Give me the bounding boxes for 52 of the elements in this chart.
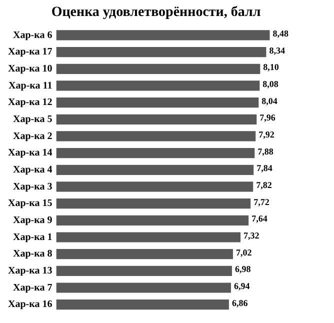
y-tick-label: Хар-ка 2	[12, 130, 52, 142]
y-tick-label: Хар-ка 14	[8, 148, 52, 159]
bar	[56, 30, 270, 40]
bar	[56, 98, 259, 108]
data-label: 7,64	[252, 214, 268, 224]
chart-title: Оценка удовлетворённости, балл	[51, 5, 261, 20]
data-label: 6,94	[234, 281, 250, 292]
bar	[56, 114, 257, 124]
bar	[56, 300, 229, 310]
data-label: 7,92	[258, 130, 275, 140]
bar	[56, 232, 241, 242]
data-label: 8,08	[262, 79, 279, 90]
y-tick-label: Хар-ка 12	[8, 97, 52, 108]
bar	[56, 80, 260, 91]
bar	[56, 215, 249, 226]
data-label: 7,84	[256, 163, 273, 174]
bar	[56, 131, 256, 142]
y-tick-label: Хар-ка 17	[8, 46, 52, 58]
bar	[56, 164, 254, 175]
data-label: 6,86	[232, 298, 248, 308]
data-label: 7,82	[256, 180, 272, 190]
y-tick-label: Хар-ка 16	[8, 299, 52, 310]
y-tick-label: Хар-ка 7	[12, 282, 52, 294]
y-tick-label: Хар-ка 4	[12, 164, 52, 176]
data-label: 8,10	[263, 62, 280, 72]
bar	[56, 64, 260, 74]
y-tick-label: Хар-ка 15	[8, 198, 52, 210]
y-tick-label: Хар-ка 3	[12, 181, 52, 192]
y-tick-label: Хар-ка 1	[12, 232, 52, 243]
data-label: 7,96	[260, 112, 276, 123]
bar	[56, 47, 266, 58]
y-tick-label: Хар-ка 9	[12, 214, 52, 226]
bar	[56, 182, 254, 192]
data-label: 7,32	[244, 230, 260, 241]
bar	[56, 266, 232, 276]
y-tick-label: Хар-ка 5	[12, 114, 52, 125]
bar	[56, 282, 231, 293]
y-tick-label: Хар-ка 13	[8, 265, 52, 276]
data-label: 6,98	[234, 264, 252, 274]
y-tick-label: Хар-ка 11	[8, 80, 52, 92]
data-label: 8,34	[269, 45, 286, 56]
bar	[56, 148, 255, 158]
y-tick-label: Хар-ка 8	[12, 248, 52, 260]
data-label: 7,02	[236, 247, 252, 258]
y-tick-label: Хар-ка 6	[12, 30, 52, 41]
bar	[56, 198, 251, 209]
data-label: 7,72	[254, 196, 270, 207]
bar	[56, 249, 233, 260]
data-label: 8,48	[272, 28, 289, 39]
data-label: 8,04	[262, 96, 278, 106]
data-label: 7,88	[258, 146, 274, 156]
y-tick-label: Хар-ка 10	[8, 63, 52, 74]
